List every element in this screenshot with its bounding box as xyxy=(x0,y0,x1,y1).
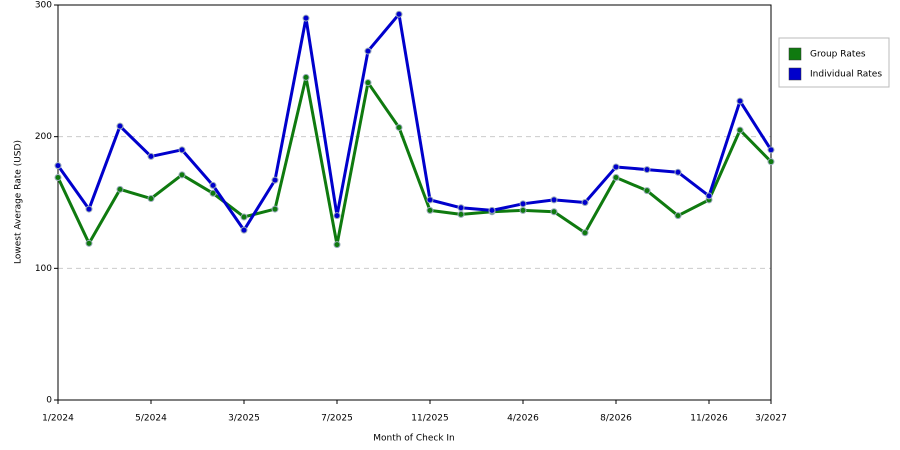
data-point xyxy=(85,239,93,247)
series-line xyxy=(56,75,773,247)
data-point xyxy=(612,173,620,181)
data-point xyxy=(581,199,589,206)
data-point xyxy=(302,73,310,81)
plot-area xyxy=(58,5,771,400)
data-point xyxy=(767,158,775,166)
data-point xyxy=(519,200,527,208)
data-point xyxy=(209,189,217,197)
x-tick-label: 5/2024 xyxy=(135,414,167,424)
x-tick-label: 4/2026 xyxy=(507,414,539,424)
data-point xyxy=(488,206,496,214)
y-tick-label: 0 xyxy=(46,396,52,406)
legend-swatch xyxy=(788,67,802,81)
legend-label: Group Rates xyxy=(810,50,866,60)
data-point xyxy=(643,187,651,195)
data-point xyxy=(674,212,682,220)
data-point xyxy=(333,212,341,220)
data-point xyxy=(395,123,403,131)
legend-swatch xyxy=(788,47,802,61)
data-point xyxy=(240,213,248,221)
data-point xyxy=(519,206,527,214)
data-point xyxy=(364,79,372,87)
x-tick-label: 3/2027 xyxy=(755,414,787,424)
data-point xyxy=(54,162,62,170)
data-point xyxy=(674,168,682,176)
x-tick-label: 3/2025 xyxy=(228,414,260,424)
data-point xyxy=(85,205,93,213)
data-point xyxy=(736,126,744,134)
data-point xyxy=(550,196,558,204)
data-point xyxy=(271,205,279,213)
data-point xyxy=(705,192,713,200)
y-tick-label: 300 xyxy=(35,1,52,11)
data-point xyxy=(426,196,434,204)
data-point xyxy=(364,47,372,55)
data-point xyxy=(302,14,310,22)
data-point xyxy=(116,122,124,130)
y-tick-label: 200 xyxy=(35,132,52,142)
data-point xyxy=(426,206,434,214)
data-point xyxy=(209,181,217,189)
x-axis-label: Month of Check In xyxy=(373,434,455,444)
data-point xyxy=(612,163,620,171)
data-point xyxy=(147,152,155,160)
data-point xyxy=(240,226,248,234)
x-tick-label: 11/2025 xyxy=(411,414,448,424)
data-point xyxy=(643,166,651,174)
data-point xyxy=(116,185,124,193)
x-tick-label: 7/2025 xyxy=(321,414,353,424)
y-tick-label: 100 xyxy=(35,264,52,274)
plot-border xyxy=(57,4,772,401)
x-tick-label: 11/2026 xyxy=(690,414,728,424)
data-point xyxy=(333,241,341,249)
y-axis-label: Lowest Average Rate (USD) xyxy=(14,140,24,264)
x-tick-label: 1/2024 xyxy=(42,414,74,424)
legend-label: Individual Rates xyxy=(810,70,882,80)
data-point xyxy=(178,171,186,179)
data-point xyxy=(581,229,589,237)
data-point xyxy=(147,195,155,203)
data-point xyxy=(271,176,279,184)
data-point xyxy=(178,146,186,154)
x-tick-label: 8/2026 xyxy=(600,414,632,424)
data-point xyxy=(395,10,403,18)
data-point xyxy=(457,210,465,218)
data-point xyxy=(767,146,775,154)
series-line xyxy=(56,12,773,232)
data-point xyxy=(457,204,465,212)
data-point xyxy=(550,208,558,216)
data-point xyxy=(54,173,62,181)
data-point xyxy=(736,97,744,105)
